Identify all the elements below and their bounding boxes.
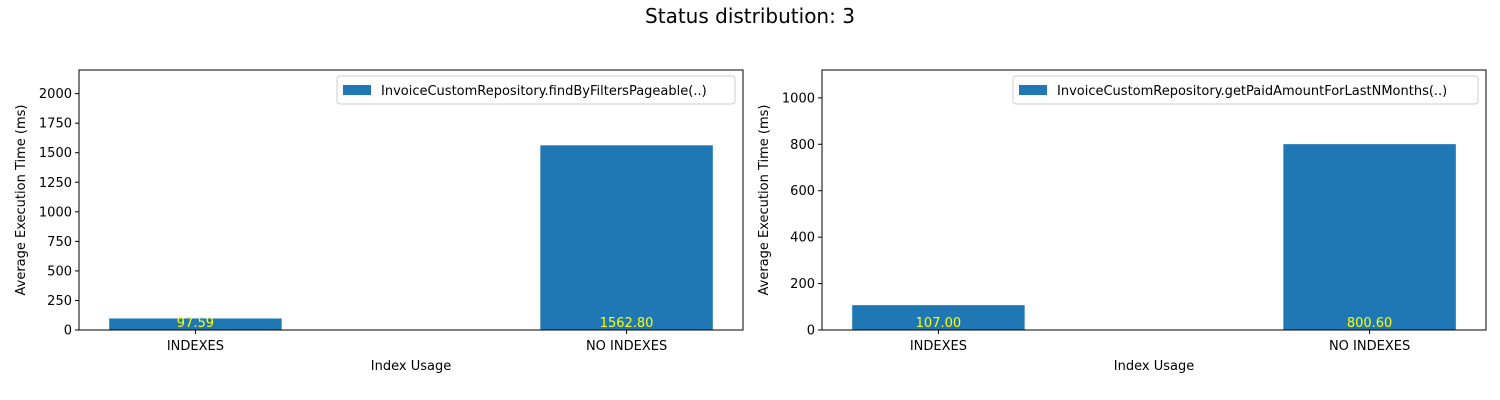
- y-tick-label-2-3: 600: [790, 184, 815, 199]
- x-tick-label-2-1: NO INDEXES: [1329, 339, 1410, 354]
- legend-entry-2: InvoiceCustomRepository.getPaidAmountFor…: [1057, 84, 1447, 99]
- y-tick-label-1-1: 250: [47, 294, 72, 309]
- x-axis-label-2: Index Usage: [1114, 359, 1194, 374]
- y-tick-label-2-4: 800: [790, 138, 815, 153]
- y-axis-label-2: Average Execution Time (ms): [757, 105, 772, 296]
- bar-2-2: [1283, 144, 1456, 330]
- y-tick-label-1-5: 1250: [39, 176, 72, 191]
- bar-1-1: [109, 318, 282, 330]
- legend-swatch-1: [343, 85, 371, 95]
- figure-title: Status distribution: 3: [645, 4, 855, 28]
- y-tick-label-1-3: 750: [47, 235, 72, 250]
- x-axis-label-1: Index Usage: [371, 359, 451, 374]
- y-tick-label-2-5: 1000: [782, 91, 815, 106]
- x-tick-label-2-0: INDEXES: [910, 339, 967, 354]
- y-tick-label-1-8: 2000: [39, 87, 72, 102]
- y-tick-label-1-7: 1750: [39, 117, 72, 132]
- legend-box-2: [1012, 75, 1479, 105]
- y-tick-label-2-0: 0: [807, 324, 815, 339]
- x-tick-label-1-1: NO INDEXES: [586, 339, 667, 354]
- y-tick-label-1-4: 1000: [39, 205, 72, 220]
- y-tick-label-2-1: 200: [790, 277, 815, 292]
- data-label-1-2: 1562.80: [600, 316, 654, 331]
- data-label-2-1: 107.00: [916, 316, 962, 331]
- y-tick-label-1-0: 0: [64, 324, 72, 339]
- axes-frame-2: [821, 69, 1487, 331]
- bar-1-2: [540, 145, 713, 330]
- y-tick-label-1-6: 1500: [39, 146, 72, 161]
- legend-entry-1: InvoiceCustomRepository.findByFiltersPag…: [381, 84, 707, 99]
- bar-2-1: [852, 305, 1025, 330]
- legend-box-1: [336, 75, 736, 105]
- axes-frame-1: [78, 69, 744, 331]
- y-axis-label-1: Average Execution Time (ms): [14, 105, 29, 296]
- data-label-2-2: 800.60: [1347, 316, 1393, 331]
- data-label-1-1: 97.59: [177, 316, 214, 331]
- y-tick-label-2-2: 400: [790, 231, 815, 246]
- x-tick-label-1-0: INDEXES: [167, 339, 224, 354]
- legend-swatch-2: [1019, 85, 1047, 95]
- y-tick-label-1-2: 500: [47, 264, 72, 279]
